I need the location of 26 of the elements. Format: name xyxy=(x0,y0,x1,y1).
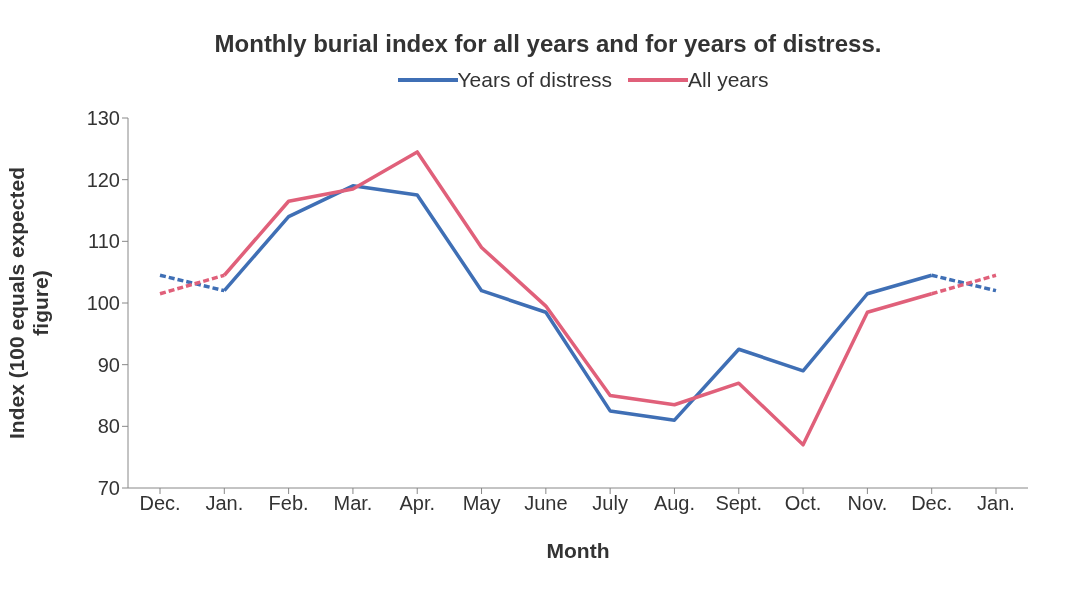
chart-title: Monthly burial index for all years and for years of distress. xyxy=(213,30,883,58)
x-tick-label: July xyxy=(592,492,628,515)
x-tick-label: Aug. xyxy=(653,492,696,515)
y-tick-label: 120 xyxy=(86,168,120,191)
y-axis-title: Index (100 equals expected figure) xyxy=(5,167,52,439)
x-axis-title: Month xyxy=(546,539,610,562)
x-tick-label: Feb. xyxy=(268,492,309,515)
y-tick-label: 130 xyxy=(86,107,120,130)
y-tick-label: 110 xyxy=(88,230,120,253)
x-tick-label: June xyxy=(524,492,568,515)
x-tick-label: Dec. xyxy=(911,492,953,515)
x-tick-label: Apr. xyxy=(399,492,436,515)
legend-label: Years of distress xyxy=(457,68,612,92)
x-tick-label: Nov. xyxy=(847,492,888,515)
x-tick-label: Oct. xyxy=(784,492,822,515)
y-tick-label: 90 xyxy=(97,353,120,376)
y-tick-label: 70 xyxy=(97,477,120,500)
y-tick-label: 80 xyxy=(97,415,120,438)
x-tick-label: Sept. xyxy=(715,492,763,515)
legend-label: All years xyxy=(687,68,769,92)
x-tick-label: May xyxy=(462,492,501,515)
x-tick-label: Jan. xyxy=(205,492,244,515)
x-tick-label: Jan. xyxy=(977,492,1015,515)
y-tick-label: 100 xyxy=(86,292,120,315)
x-tick-label: Dec. xyxy=(139,492,181,515)
x-tick-label: Mar. xyxy=(333,492,373,515)
